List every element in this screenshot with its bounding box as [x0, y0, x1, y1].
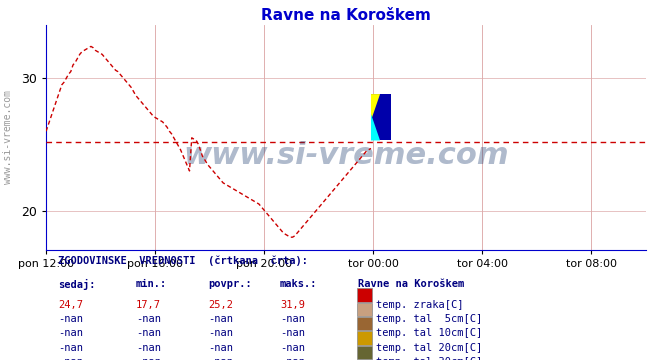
FancyBboxPatch shape [357, 346, 372, 359]
FancyBboxPatch shape [357, 331, 372, 345]
Text: temp. zraka[C]: temp. zraka[C] [376, 300, 463, 310]
FancyBboxPatch shape [371, 94, 391, 140]
Text: ZGODOVINSKE  VREDNOSTI  (črtkana  črta):: ZGODOVINSKE VREDNOSTI (črtkana črta): [58, 256, 308, 266]
Text: -nan: -nan [58, 357, 83, 360]
Text: -nan: -nan [208, 343, 233, 352]
Text: -nan: -nan [136, 328, 161, 338]
Text: -nan: -nan [136, 343, 161, 352]
Text: -nan: -nan [208, 357, 233, 360]
Text: -nan: -nan [58, 343, 83, 352]
Text: povpr.:: povpr.: [208, 279, 252, 289]
Title: Ravne na Koroškem: Ravne na Koroškem [261, 8, 431, 23]
Text: -nan: -nan [280, 343, 305, 352]
Text: -nan: -nan [58, 328, 83, 338]
FancyBboxPatch shape [357, 317, 372, 330]
Text: 31,9: 31,9 [280, 300, 305, 310]
Text: -nan: -nan [58, 314, 83, 324]
Text: -nan: -nan [280, 314, 305, 324]
Text: temp. tal 10cm[C]: temp. tal 10cm[C] [376, 328, 482, 338]
Text: sedaj:: sedaj: [58, 279, 96, 290]
Text: Ravne na Koroškem: Ravne na Koroškem [358, 279, 464, 289]
Text: maks.:: maks.: [280, 279, 318, 289]
Text: -nan: -nan [136, 314, 161, 324]
Text: 17,7: 17,7 [136, 300, 161, 310]
Text: temp. tal 20cm[C]: temp. tal 20cm[C] [376, 343, 482, 352]
Text: -nan: -nan [280, 328, 305, 338]
Text: -nan: -nan [208, 328, 233, 338]
Text: temp. tal  5cm[C]: temp. tal 5cm[C] [376, 314, 482, 324]
Text: www.si-vreme.com: www.si-vreme.com [3, 90, 13, 184]
Text: 24,7: 24,7 [58, 300, 83, 310]
Text: -nan: -nan [280, 357, 305, 360]
Text: www.si-vreme.com: www.si-vreme.com [183, 141, 509, 170]
FancyBboxPatch shape [357, 303, 372, 316]
Polygon shape [371, 94, 380, 121]
Text: 25,2: 25,2 [208, 300, 233, 310]
Text: -nan: -nan [208, 314, 233, 324]
Text: min.:: min.: [136, 279, 167, 289]
Text: temp. tal 30cm[C]: temp. tal 30cm[C] [376, 357, 482, 360]
Text: -nan: -nan [136, 357, 161, 360]
Polygon shape [371, 114, 380, 140]
FancyBboxPatch shape [357, 288, 372, 302]
